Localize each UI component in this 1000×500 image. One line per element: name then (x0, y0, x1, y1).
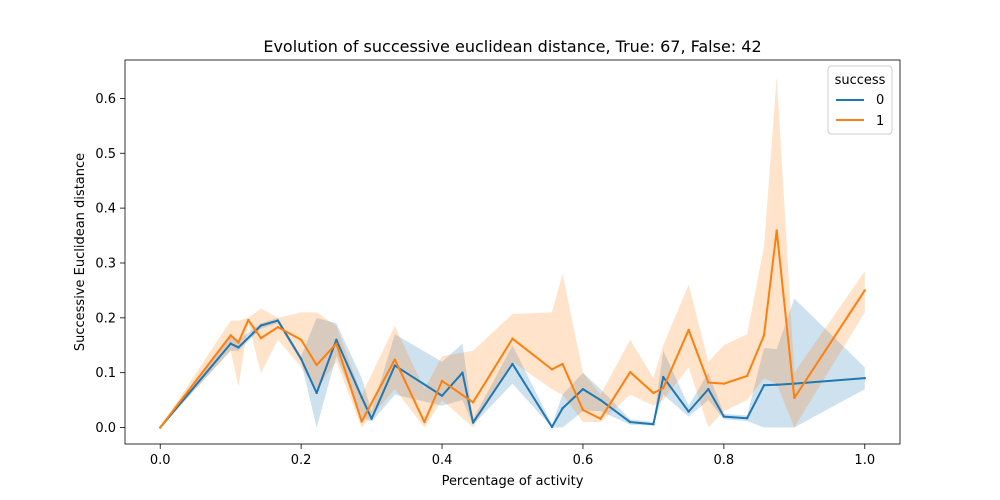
x-axis: 0.0 0.2 0.4 0.6 0.8 1.0 (150, 444, 875, 468)
data-point-0-21 (662, 375, 665, 379)
chart-title: Evolution of successive euclidean distan… (263, 37, 761, 56)
data-point-1-17 (581, 408, 585, 412)
data-point-0-19 (628, 420, 632, 424)
data-point-0-27 (775, 383, 778, 386)
series-lines (159, 229, 866, 429)
legend-label-0: 0 (876, 93, 884, 108)
data-point-1-29 (863, 289, 866, 292)
y-tick-label-5: 0.5 (95, 147, 116, 162)
data-point-0-15 (550, 425, 554, 429)
legend-title: success (835, 73, 886, 88)
y-axis-title: Successive Euclidean distance (73, 153, 88, 351)
data-point-1-6 (299, 338, 303, 341)
data-point-1-26 (762, 334, 766, 337)
x-tick-label-4: 0.8 (714, 453, 735, 468)
y-tick-label-1: 0.1 (95, 366, 116, 381)
data-point-1-8 (335, 342, 338, 345)
data-point-0-13 (471, 421, 475, 424)
data-point-0-23 (707, 387, 710, 391)
data-point-1-5 (276, 325, 280, 329)
data-point-1-2 (237, 341, 240, 344)
data-point-1-27 (775, 229, 778, 232)
data-point-1-10 (393, 358, 397, 361)
series-line-1 (159, 229, 866, 429)
plot-frame (124, 59, 901, 445)
data-point-0-6 (315, 391, 318, 395)
data-point-0-29 (863, 376, 866, 380)
data-point-1-22 (687, 328, 690, 332)
series-line-0 (159, 319, 865, 429)
data-point-0-25 (745, 417, 749, 420)
data-point-0-10 (393, 364, 397, 367)
data-point-1-16 (561, 362, 564, 366)
data-point-0-20 (652, 423, 655, 426)
legend-label-1: 1 (876, 114, 884, 129)
data-point-1-9 (360, 420, 363, 423)
x-tick-label-2: 0.4 (432, 453, 453, 468)
data-point-0-9 (370, 417, 373, 420)
data-point-0-3 (259, 324, 263, 327)
data-point-0-12 (461, 371, 464, 374)
data-point-1-25 (745, 374, 749, 378)
y-tick-label-0: 0.0 (95, 421, 116, 436)
data-point-1-28 (793, 396, 796, 400)
data-point-1-12 (440, 379, 444, 383)
data-point-0-24 (722, 415, 726, 418)
data-point-1-13 (471, 401, 475, 404)
data-point-0-5 (299, 357, 303, 361)
data-point-1-19 (628, 370, 632, 374)
x-axis-title: Percentage of activity (442, 474, 584, 489)
data-point-1-14 (511, 337, 514, 340)
data-point-0-2 (237, 346, 240, 349)
data-point-1-1 (229, 334, 232, 337)
data-point-0-22 (687, 410, 690, 413)
y-tick-label-3: 0.3 (95, 256, 116, 271)
data-point-0-18 (599, 398, 602, 402)
y-axis: 0.0 0.1 0.2 0.3 0.4 0.5 0.6 (95, 92, 125, 436)
data-point-1-24 (722, 382, 726, 385)
data-point-0-16 (561, 407, 564, 410)
data-point-1-3 (247, 318, 250, 322)
data-point-1-23 (707, 381, 710, 384)
data-point-1-7 (315, 363, 318, 367)
data-point-0-7 (335, 338, 338, 341)
data-point-0-1 (229, 342, 232, 345)
data-point-0-11 (440, 394, 444, 397)
x-tick-label-3: 0.6 (573, 453, 594, 468)
data-point-1-21 (662, 386, 665, 390)
data-point-0-4 (276, 319, 280, 322)
y-tick-label-4: 0.4 (95, 202, 116, 217)
data-point-1-18 (599, 417, 602, 420)
y-tick-label-6: 0.6 (95, 92, 116, 107)
x-tick-label-0: 0.0 (150, 453, 171, 468)
data-point-1-20 (652, 391, 655, 395)
data-point-1-11 (423, 420, 426, 424)
data-point-0-14 (511, 362, 514, 366)
data-point-1-4 (259, 336, 263, 340)
legend: success 0 1 (827, 65, 893, 135)
x-tick-label-5: 1.0 (854, 453, 875, 468)
data-point-0-26 (762, 384, 766, 387)
data-point-1-0 (159, 426, 162, 429)
data-point-1-15 (550, 368, 554, 371)
y-tick-label-2: 0.2 (95, 311, 116, 326)
data-point-0-17 (581, 387, 585, 391)
data-point-0-8 (360, 396, 363, 399)
x-tick-label-1: 0.2 (291, 453, 312, 468)
